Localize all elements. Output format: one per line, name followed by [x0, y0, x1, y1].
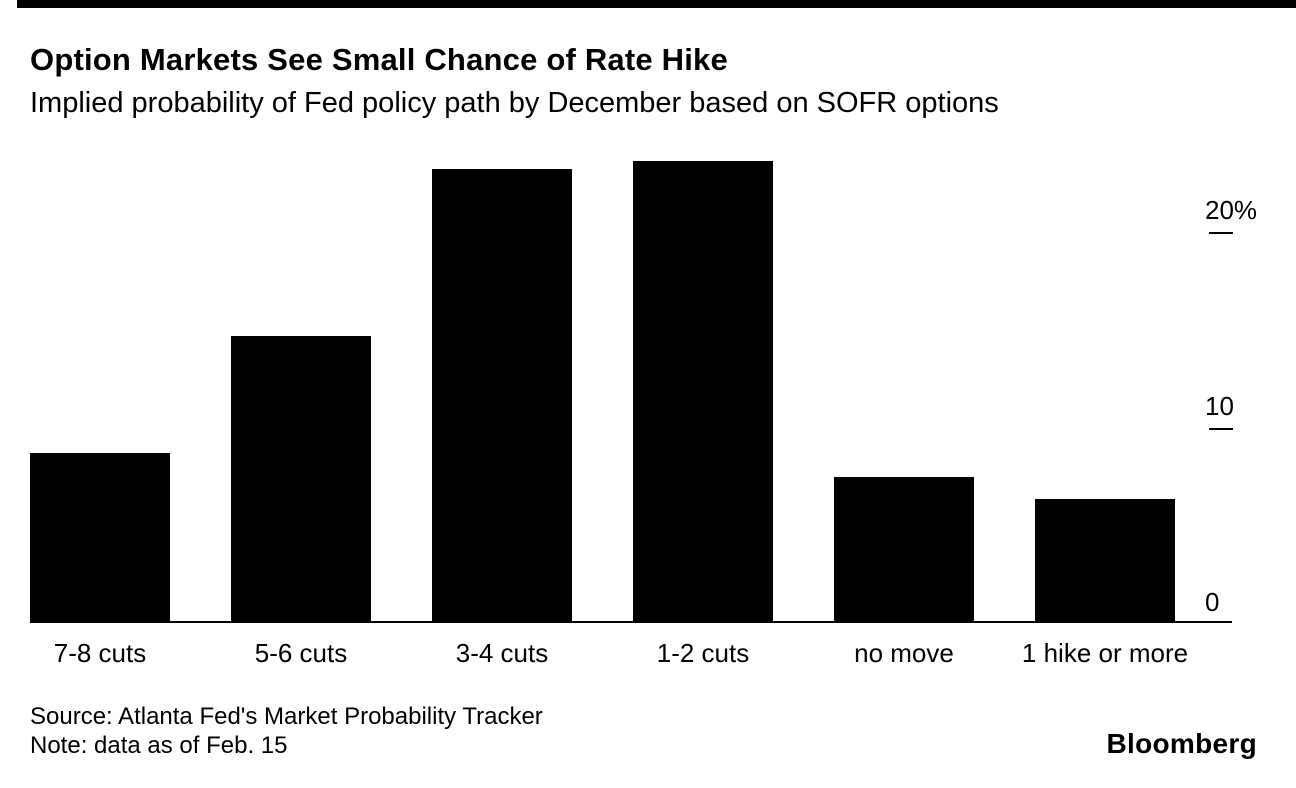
x-axis-line — [30, 621, 1232, 623]
bloomberg-logo: Bloomberg — [1106, 728, 1257, 759]
category-label: 5-6 cuts — [254, 638, 348, 668]
bar — [1035, 499, 1175, 623]
footer-notes: Source: Atlanta Fed's Market Probability… — [30, 702, 543, 760]
source-note: Source: Atlanta Fed's Market Probability… — [30, 703, 543, 730]
bar — [432, 169, 572, 623]
category-label: 1 hike or more — [1021, 638, 1189, 668]
y-axis-tick-label: 0 — [1205, 587, 1220, 617]
chart-header: Option Markets See Small Chance of Rate … — [30, 42, 1266, 120]
chart-title: Option Markets See Small Chance of Rate … — [30, 42, 728, 77]
category-label: 3-4 cuts — [455, 638, 549, 668]
chart-subtitle: Implied probability of Fed policy path b… — [30, 87, 999, 119]
data-note: Note: data as of Feb. 15 — [30, 732, 288, 759]
y-axis-tick-label: 20% — [1205, 195, 1258, 225]
y-axis-tick-label: 10 — [1205, 391, 1234, 421]
category-label: 1-2 cuts — [656, 638, 750, 668]
bar — [30, 453, 170, 623]
y-axis-tick-mark — [1209, 428, 1233, 430]
y-axis-tick-mark — [1209, 232, 1233, 234]
category-label: no move — [854, 638, 954, 668]
bar — [834, 477, 974, 623]
category-label: 7-8 cuts — [53, 638, 147, 668]
top-rule — [17, 0, 1296, 8]
bar — [231, 336, 371, 623]
bar — [633, 161, 773, 623]
